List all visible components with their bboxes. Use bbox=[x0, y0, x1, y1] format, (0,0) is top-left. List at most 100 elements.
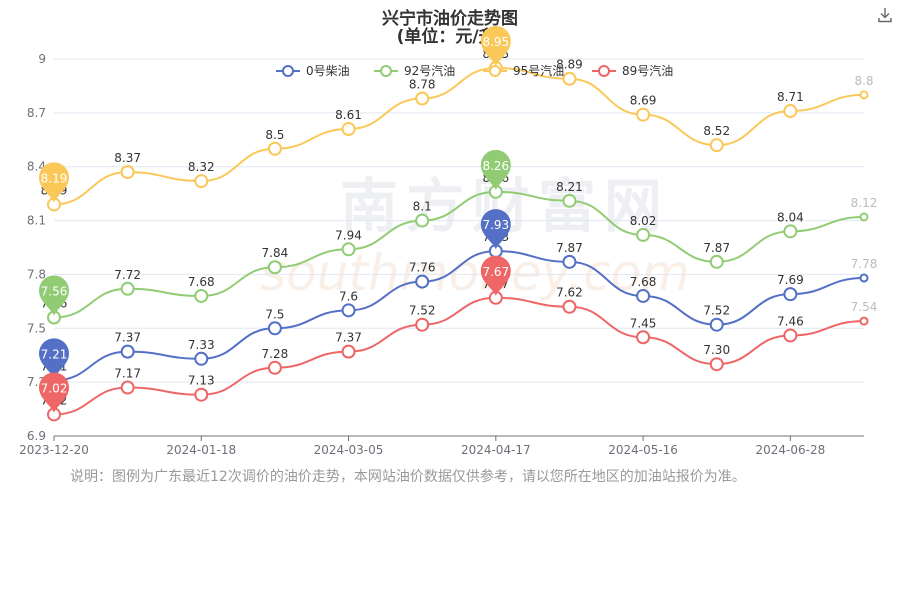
legend-marker bbox=[598, 65, 610, 77]
legend-item[interactable]: 95号汽油 bbox=[483, 63, 564, 78]
legend-label: 89号汽油 bbox=[622, 63, 673, 78]
pin-shape bbox=[39, 338, 69, 379]
pin-label: 7.93 bbox=[482, 218, 509, 232]
pin-shape bbox=[39, 275, 69, 316]
pin-label: 7.21 bbox=[41, 347, 68, 361]
pin-shape bbox=[480, 149, 511, 190]
data-label: 7.68 bbox=[630, 275, 657, 289]
data-point bbox=[415, 274, 430, 289]
data-point bbox=[415, 317, 430, 332]
data-point bbox=[341, 303, 356, 318]
data-point bbox=[783, 104, 798, 119]
data-label: 7.69 bbox=[777, 273, 804, 287]
data-label: 7.76 bbox=[409, 261, 436, 275]
data-label: 8.21 bbox=[556, 180, 583, 194]
data-point bbox=[415, 213, 430, 228]
data-point bbox=[709, 138, 724, 153]
data-label: 8.52 bbox=[703, 124, 730, 138]
pin-label: 8.19 bbox=[41, 171, 68, 185]
data-point bbox=[120, 344, 135, 359]
pin-label: 8.26 bbox=[482, 159, 509, 173]
data-label: 7.37 bbox=[335, 331, 362, 345]
data-point bbox=[859, 212, 869, 222]
data-point bbox=[120, 281, 135, 296]
download-icon[interactable] bbox=[876, 6, 894, 24]
data-point bbox=[194, 288, 209, 303]
legend-item[interactable]: 89号汽油 bbox=[592, 63, 673, 78]
legend-label: 95号汽油 bbox=[513, 63, 564, 78]
data-label: 8.1 bbox=[413, 200, 432, 214]
y-tick-label: 8.7 bbox=[27, 106, 46, 120]
max-pin: 8.26 bbox=[480, 149, 511, 190]
data-point bbox=[859, 316, 869, 326]
data-point bbox=[562, 299, 577, 314]
data-label: 8.5 bbox=[265, 128, 284, 142]
chart-title: 兴宁市油价走势图 bbox=[382, 9, 518, 29]
data-point bbox=[194, 351, 209, 366]
data-point bbox=[709, 317, 724, 332]
pin-shape bbox=[39, 162, 69, 203]
x-tick-label: 2023-12-20 bbox=[19, 443, 89, 457]
legend-item[interactable]: 0号柴油 bbox=[276, 64, 350, 78]
watermark: 南方财富网 southmoney.com bbox=[260, 172, 690, 302]
data-point bbox=[562, 193, 577, 208]
data-point bbox=[636, 107, 651, 122]
watermark-en: southmoney.com bbox=[260, 244, 690, 302]
data-label: 7.5 bbox=[265, 307, 284, 321]
data-label: 7.13 bbox=[188, 374, 215, 388]
data-label: 8.69 bbox=[630, 94, 657, 108]
legend-label: 92号汽油 bbox=[404, 63, 455, 78]
data-point bbox=[783, 328, 798, 343]
data-label: 7.52 bbox=[409, 304, 436, 318]
pin-shape bbox=[480, 255, 511, 296]
data-label: 7.6 bbox=[339, 289, 358, 303]
chart-subtitle: (单位：元/升) bbox=[396, 27, 504, 47]
chart-note: 说明：图例为广东最近12次调价的油价走势，本网站油价数据仅供参考，请以您所在地区… bbox=[70, 469, 746, 485]
data-point bbox=[267, 321, 282, 336]
data-label: 8.12 bbox=[851, 196, 878, 210]
data-label: 7.87 bbox=[703, 241, 730, 255]
data-label: 8.89 bbox=[556, 58, 583, 72]
data-label: 7.94 bbox=[335, 228, 362, 242]
data-point bbox=[709, 357, 724, 372]
min-pin: 8.19 bbox=[39, 162, 69, 203]
data-point bbox=[194, 174, 209, 189]
data-point bbox=[267, 141, 282, 156]
data-point bbox=[859, 273, 869, 283]
data-point bbox=[709, 254, 724, 269]
data-label: 7.37 bbox=[114, 331, 141, 345]
data-label: 8.32 bbox=[188, 160, 215, 174]
legend-marker bbox=[380, 65, 392, 77]
data-point bbox=[341, 122, 356, 137]
legend-item[interactable]: 92号汽油 bbox=[374, 63, 455, 78]
data-label: 7.72 bbox=[114, 268, 141, 282]
data-label: 8.61 bbox=[335, 108, 362, 122]
pin-label: 7.02 bbox=[41, 381, 68, 395]
data-label: 7.84 bbox=[262, 246, 289, 260]
min-pin: 7.02 bbox=[39, 372, 69, 413]
min-pin: 7.21 bbox=[39, 338, 69, 379]
data-label: 8.04 bbox=[777, 210, 804, 224]
max-pin: 7.67 bbox=[480, 255, 511, 296]
data-point bbox=[267, 360, 282, 375]
data-point bbox=[194, 387, 209, 402]
x-tick-label: 2024-03-05 bbox=[314, 443, 384, 457]
data-label: 7.17 bbox=[114, 367, 141, 381]
data-label: 7.62 bbox=[556, 286, 583, 300]
data-label: 8.8 bbox=[854, 74, 873, 88]
data-label: 8.78 bbox=[409, 77, 436, 91]
pin-label: 8.95 bbox=[482, 35, 509, 49]
y-tick-label: 7.5 bbox=[27, 321, 46, 335]
x-tick-label: 2024-05-16 bbox=[608, 443, 678, 457]
data-label: 7.46 bbox=[777, 314, 804, 328]
data-point bbox=[341, 344, 356, 359]
data-label: 7.33 bbox=[188, 338, 215, 352]
pin-shape bbox=[480, 25, 511, 66]
data-point bbox=[636, 227, 651, 242]
max-pin: 7.93 bbox=[480, 209, 511, 250]
data-point bbox=[562, 254, 577, 269]
x-tick-label: 2024-04-17 bbox=[461, 443, 531, 457]
data-label: 7.52 bbox=[703, 304, 730, 318]
data-point bbox=[783, 224, 798, 239]
